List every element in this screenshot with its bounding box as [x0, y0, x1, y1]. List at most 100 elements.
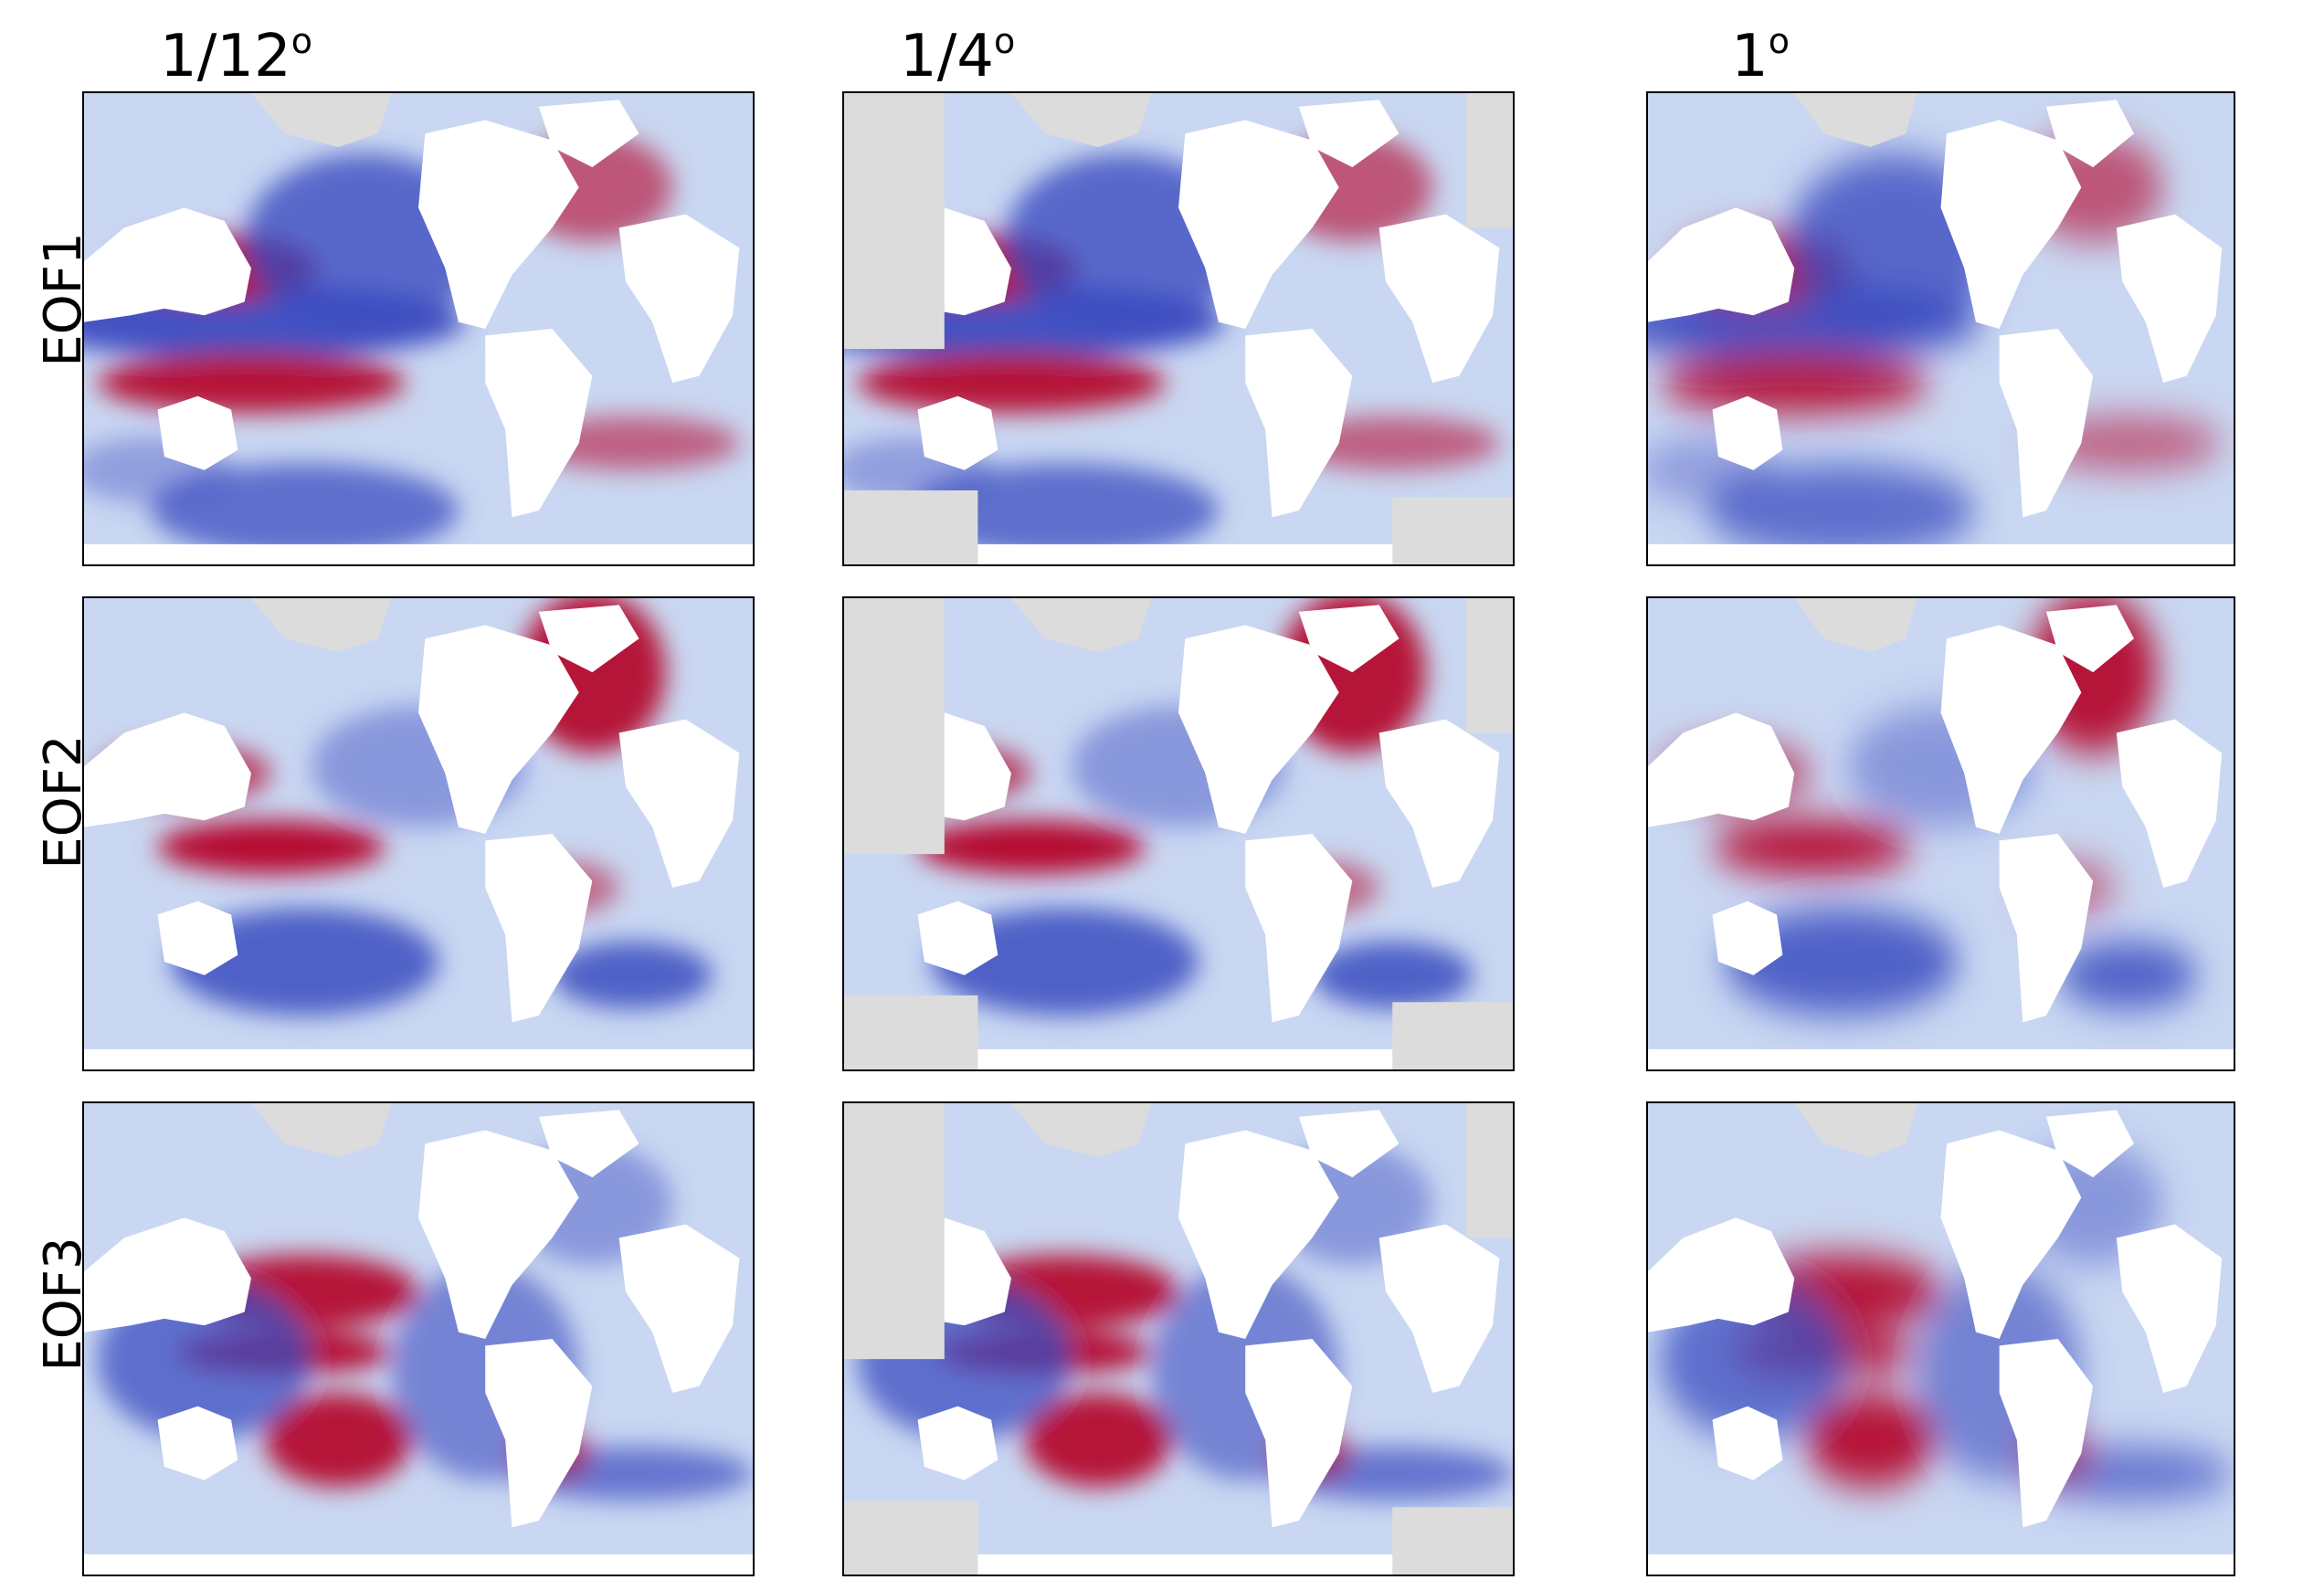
- positive-anomaly-region: [1806, 1392, 1936, 1488]
- ice-mask: [251, 598, 392, 652]
- landmass: [418, 1130, 579, 1339]
- landmass: [418, 120, 579, 329]
- ocean-field-map: [1648, 598, 2234, 1069]
- ice-mask: [251, 93, 392, 147]
- landmass: [1999, 834, 2094, 1023]
- ice-mask: [1011, 1103, 1152, 1157]
- landmass: [1712, 395, 1783, 470]
- landmass: [844, 1554, 1513, 1575]
- map-panel-eof2-c2: [842, 596, 1515, 1071]
- negative-anomaly-region: [911, 463, 1219, 558]
- landmass: [1298, 605, 1400, 673]
- landmass: [157, 901, 238, 975]
- landmass: [485, 834, 593, 1023]
- landmass: [1379, 214, 1500, 383]
- landmass: [84, 1217, 251, 1332]
- negative-anomaly-region: [2057, 941, 2199, 1009]
- negative-anomaly-region: [1706, 463, 1976, 558]
- landmass: [84, 712, 251, 827]
- landmass: [1298, 1110, 1400, 1178]
- landmass: [844, 1048, 1513, 1069]
- ocean-field-map: [84, 93, 753, 564]
- missing-data-mask: [1465, 93, 1513, 228]
- negative-anomaly-region: [1724, 908, 1959, 1016]
- landmass: [618, 214, 740, 383]
- landmass: [1940, 1130, 2082, 1339]
- missing-data-mask: [1392, 497, 1513, 564]
- map-panel-eof3-c2: [842, 1101, 1515, 1576]
- landmass: [1940, 120, 2082, 329]
- landmass: [917, 1406, 998, 1480]
- missing-data-mask: [844, 93, 945, 350]
- positive-anomaly-region: [264, 1392, 412, 1488]
- negative-anomaly-region: [151, 463, 459, 558]
- missing-data-mask: [844, 1103, 945, 1360]
- landmass: [844, 543, 1513, 564]
- landmass: [1245, 329, 1353, 518]
- ocean-field-map: [1648, 1103, 2234, 1575]
- missing-data-mask: [1465, 598, 1513, 733]
- landmass: [2045, 100, 2135, 168]
- map-panel-eof2-c1: [82, 596, 755, 1071]
- landmass: [2116, 214, 2223, 383]
- ice-mask: [251, 1103, 392, 1157]
- landmass: [1178, 120, 1339, 329]
- positive-anomaly-region: [1712, 820, 1912, 875]
- ocean-field-map: [844, 1103, 1513, 1575]
- landmass: [418, 625, 579, 834]
- landmass: [538, 100, 639, 168]
- landmass: [1379, 719, 1500, 888]
- landmass: [2116, 719, 2223, 888]
- map-panel-eof3-c3: [1646, 1101, 2235, 1576]
- landmass: [84, 543, 753, 564]
- landmass: [1648, 1048, 2234, 1069]
- positive-anomaly-region: [157, 820, 386, 875]
- landmass: [1712, 901, 1783, 975]
- landmass: [1999, 329, 2094, 518]
- missing-data-mask: [1392, 1507, 1513, 1575]
- ocean-field-map: [84, 1103, 753, 1575]
- landmass: [1379, 1224, 1500, 1393]
- landmass: [1648, 207, 1795, 322]
- degree-symbol: o: [994, 21, 1016, 61]
- landmass: [1712, 1406, 1783, 1480]
- column-title-text: 1/12: [160, 23, 291, 90]
- degree-symbol: o: [1768, 21, 1790, 61]
- ice-mask: [1794, 598, 1917, 652]
- landmass: [1178, 1130, 1339, 1339]
- missing-data-mask: [844, 598, 945, 855]
- negative-anomaly-region: [552, 941, 713, 1009]
- map-panel-eof1-c2: [842, 91, 1515, 566]
- negative-anomaly-region: [1312, 941, 1474, 1009]
- landmass: [618, 719, 740, 888]
- missing-data-mask: [844, 1500, 978, 1575]
- landmass: [1999, 1339, 2094, 1528]
- landmass: [485, 1339, 593, 1528]
- column-title-1-4: 1/4o: [900, 24, 1015, 86]
- landmass: [157, 1406, 238, 1480]
- landmass: [84, 1554, 753, 1575]
- landmass: [917, 901, 998, 975]
- negative-anomaly-region: [931, 908, 1199, 1016]
- missing-data-mask: [1392, 1002, 1513, 1069]
- positive-anomaly-region: [917, 820, 1146, 875]
- landmass: [2045, 605, 2135, 673]
- landmass: [485, 329, 593, 518]
- landmass: [538, 1110, 639, 1178]
- positive-anomaly-region: [857, 352, 1166, 414]
- map-panel-eof2-c3: [1646, 596, 2235, 1071]
- ice-mask: [1011, 93, 1152, 147]
- landmass: [1940, 625, 2082, 834]
- ocean-field-map: [844, 93, 1513, 564]
- missing-data-mask: [844, 995, 978, 1069]
- map-panel-eof1-c1: [82, 91, 755, 566]
- landmass: [1298, 100, 1400, 168]
- landmass: [917, 395, 998, 470]
- ice-mask: [1794, 93, 1917, 147]
- positive-anomaly-region: [1024, 1392, 1172, 1488]
- degree-symbol: o: [290, 21, 312, 61]
- landmass: [1245, 1339, 1353, 1528]
- ocean-field-map: [84, 598, 753, 1069]
- landmass: [618, 1224, 740, 1393]
- landmass: [1178, 625, 1339, 834]
